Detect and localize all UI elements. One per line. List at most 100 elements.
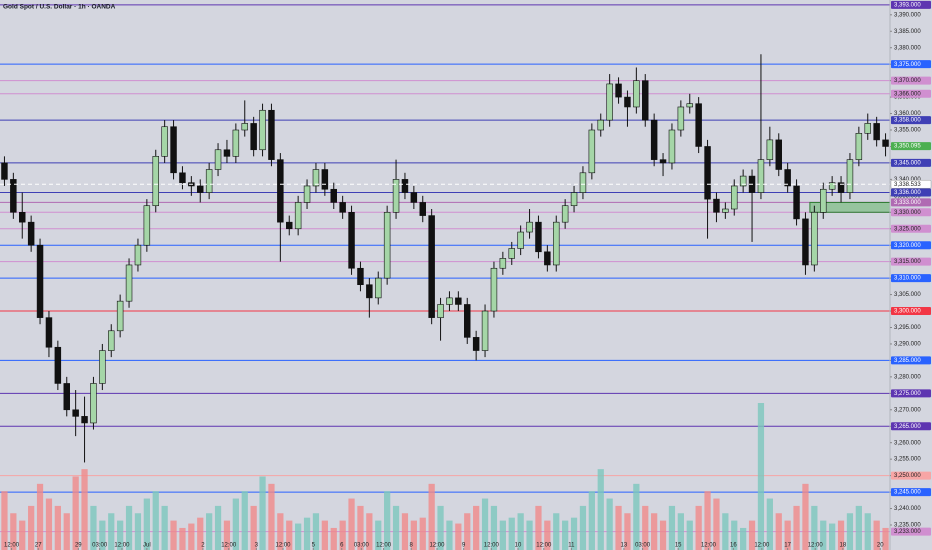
candle-body (330, 188, 337, 203)
level-badge-label: 3,285.000 (894, 358, 921, 364)
level-badge-label: 3,375.000 (894, 62, 921, 68)
candle-body (108, 330, 115, 351)
candle-body (134, 244, 142, 266)
level-badge (891, 198, 931, 207)
volume-bar (1, 491, 8, 550)
level-badge-label: 3,370.000 (894, 78, 921, 84)
volume-bar (748, 520, 756, 550)
price-badge (891, 142, 931, 151)
volume-bar (490, 505, 498, 550)
volume-bar (446, 520, 453, 550)
volume-bar (125, 505, 133, 550)
candle-body (205, 169, 213, 193)
x-tick-label: 12:00 (536, 543, 552, 549)
volume-bar (570, 517, 578, 550)
level-badge (891, 356, 931, 365)
candle-body (223, 149, 231, 157)
candle-body (446, 297, 453, 305)
volume-bar (170, 520, 177, 550)
level-badge-label: 3,275.000 (894, 391, 921, 397)
candle-body (286, 221, 293, 230)
volume-bar (134, 513, 142, 550)
volume-bar (277, 513, 284, 550)
volume-bar (740, 527, 747, 550)
volume-bar (428, 483, 435, 550)
volume-bar (642, 505, 649, 550)
candle-body (472, 337, 480, 351)
candle-body (321, 169, 329, 190)
x-tick-label: 27 (35, 543, 42, 549)
candle-body (642, 80, 649, 121)
candle-body (837, 182, 845, 193)
x-tick-label: 12:00 (114, 543, 130, 549)
volume-bar (401, 513, 409, 550)
volume-bar (330, 527, 337, 550)
x-tick-label: 12:00 (276, 543, 292, 549)
volume-bar (837, 520, 845, 550)
candle-body (588, 129, 596, 174)
candle-body (27, 221, 35, 246)
x-tick-label: 12:00 (808, 543, 824, 549)
candle-body (535, 221, 542, 253)
volume-bar (45, 498, 53, 550)
level-badge-label: 3,393.000 (894, 3, 921, 9)
candle-body (241, 123, 248, 131)
volume-bar (722, 513, 729, 550)
volume-bar (873, 520, 880, 550)
volume-bar (286, 520, 293, 550)
candle-body (855, 133, 863, 160)
candle-body (143, 205, 151, 246)
level-badge-label: 3,233.000 (894, 529, 921, 535)
volume-bar (321, 520, 328, 550)
candle-body (695, 103, 702, 147)
volume-bar (268, 483, 275, 550)
candle-body (455, 297, 462, 305)
candle-body (294, 202, 302, 230)
y-tick-label: 3,290.000 (894, 342, 921, 348)
candle-body (357, 267, 364, 286)
volume-bar (588, 491, 595, 550)
candle-body (713, 198, 720, 213)
volume-bar (686, 520, 693, 550)
volume-bar (117, 520, 124, 550)
x-tick-label: 03:00 (354, 543, 370, 549)
level-badge-label: 3,345.000 (894, 161, 921, 167)
volume-bar (455, 523, 462, 550)
x-tick-label: 15 (675, 543, 682, 549)
volume-bar (624, 513, 631, 550)
x-tick-label: 17 (784, 543, 791, 549)
x-tick-label: 12:00 (484, 543, 500, 549)
volume-bar (143, 498, 150, 550)
candle-body (704, 146, 711, 200)
x-tick-label: 16 (730, 543, 737, 549)
volume-bar (152, 491, 159, 550)
candle-body (802, 218, 809, 266)
candle-body (72, 409, 79, 417)
volume-bar (802, 483, 809, 550)
volume-bar (303, 517, 311, 550)
candle-body (268, 109, 275, 160)
y-tick-label: 3,260.000 (894, 440, 921, 446)
candle-body (81, 416, 88, 424)
reference-badge-label: 3,338.533 (894, 182, 921, 188)
volume-bar (695, 505, 702, 550)
volume-bar (232, 498, 239, 550)
y-tick-label: 3,360.000 (894, 111, 921, 117)
x-tick-label: 9 (462, 543, 466, 549)
volume-bar (606, 498, 613, 550)
candle-body (366, 284, 373, 299)
volume-bar (366, 513, 373, 550)
level-badge (891, 307, 931, 316)
candle-body (277, 159, 284, 223)
level-badge (891, 224, 931, 233)
x-tick-label: 10 (515, 543, 522, 549)
volume-bar (214, 505, 222, 550)
candle-body (214, 149, 222, 170)
level-badge-label: 3,325.000 (894, 226, 921, 232)
level-badge-label: 3,336.000 (894, 190, 921, 196)
volume-bar (206, 513, 213, 550)
candle-body (481, 310, 489, 351)
candle-body (232, 129, 240, 157)
volume-bar (81, 469, 88, 550)
